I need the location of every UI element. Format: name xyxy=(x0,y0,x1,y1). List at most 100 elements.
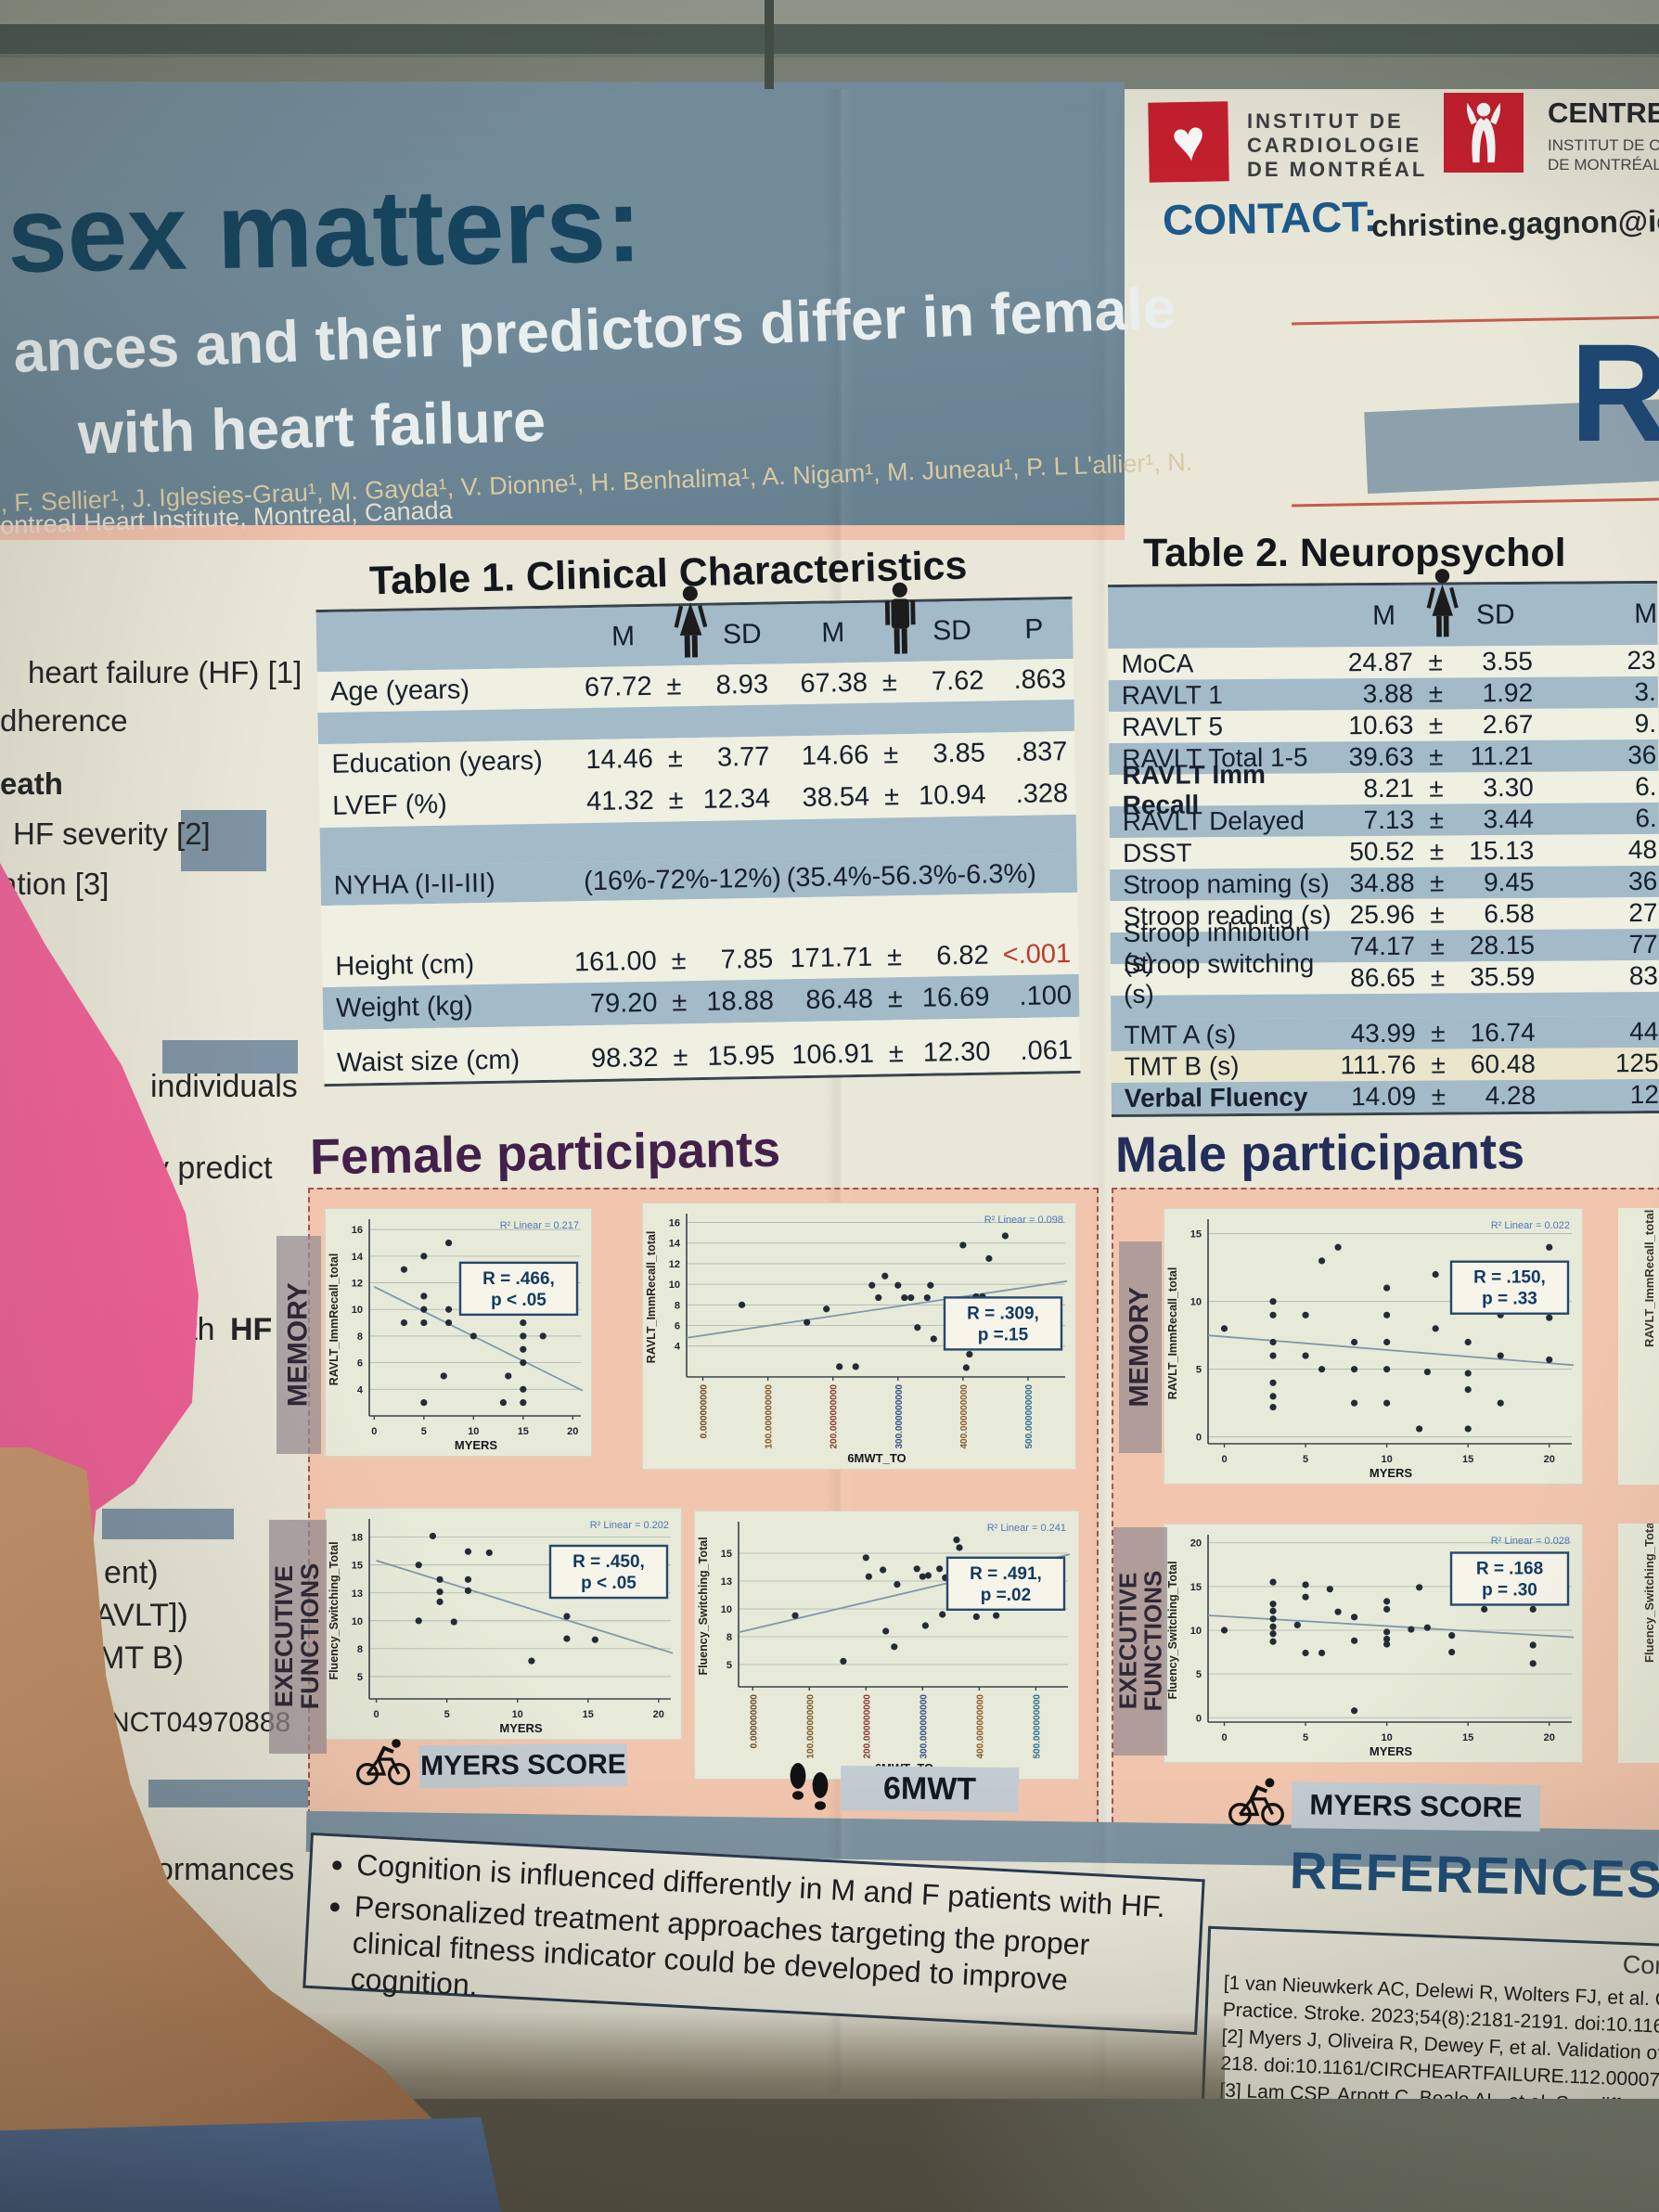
svg-text:13: 13 xyxy=(721,1576,732,1588)
svg-text:200.000000000: 200.000000000 xyxy=(862,1694,872,1759)
myers-score-caption-female: MYERS SCORE xyxy=(418,1743,628,1788)
icm-logo-text: INSTITUT DE CARDIOLOGIE DE MONTRÉAL xyxy=(1247,109,1428,181)
svg-text:15: 15 xyxy=(1462,1732,1473,1743)
svg-text:14: 14 xyxy=(669,1239,681,1250)
svg-text:5: 5 xyxy=(1196,1365,1202,1376)
svg-text:0: 0 xyxy=(1196,1713,1202,1724)
svg-text:Fluency_Switching_Total: Fluency_Switching_Total xyxy=(328,1541,341,1679)
section-bar xyxy=(162,1040,298,1074)
svg-text:p =.02: p =.02 xyxy=(981,1586,1031,1605)
svg-text:10: 10 xyxy=(468,1426,479,1437)
svg-text:6MWT_TO: 6MWT_TO xyxy=(847,1451,906,1465)
svg-text:0: 0 xyxy=(374,1709,379,1720)
svg-text:Fluency_Switching_Total: Fluency_Switching_Total xyxy=(1166,1561,1179,1699)
svg-text:0: 0 xyxy=(371,1426,377,1437)
female-section-heading: Female participants xyxy=(309,1121,781,1186)
myers-score-caption-male: MYERS SCORE xyxy=(1291,1781,1541,1832)
text-fragment: individuals xyxy=(150,1069,298,1104)
text-fragment: ent) xyxy=(104,1555,159,1590)
svg-text:R = .150,: R = .150, xyxy=(1473,1268,1546,1288)
svg-text:16: 16 xyxy=(352,1225,363,1236)
text-fragment: eath xyxy=(0,766,63,801)
table-row: RAVLT Delayed 7.13 ± 3.44 6. xyxy=(1109,802,1659,839)
male-icon xyxy=(885,582,916,654)
svg-text:R² Linear = 0.217: R² Linear = 0.217 xyxy=(500,1220,579,1231)
svg-text:20: 20 xyxy=(653,1709,664,1720)
female-icon xyxy=(674,585,708,658)
svg-text:8: 8 xyxy=(727,1632,732,1643)
svg-text:R = .309,: R = .309, xyxy=(967,1304,1039,1323)
executive-label-male: EXECUTIVE FUNCTIONS xyxy=(1113,1527,1167,1755)
svg-text:5: 5 xyxy=(421,1426,427,1437)
svg-text:R² Linear = 0.202: R² Linear = 0.202 xyxy=(590,1520,669,1531)
table-header-row: M SD M xyxy=(1108,569,1658,649)
chart-female-exec-6mwt: 5 8 10 13 15 0.000000000 100.000000000 200.0000… xyxy=(694,1511,1079,1780)
text-fragment: ation [3] xyxy=(0,867,109,901)
svg-text:5: 5 xyxy=(1196,1669,1202,1680)
svg-text:0: 0 xyxy=(1196,1433,1202,1444)
text-fragment: ormances xyxy=(156,1852,295,1887)
poster-header-band xyxy=(0,82,1125,525)
table2: M SD M MoCA 24.87 ± 3.55 23 RAVLT 1 3.88… xyxy=(1108,569,1659,1118)
svg-text:10: 10 xyxy=(1381,1732,1392,1743)
svg-text:8: 8 xyxy=(675,1300,680,1311)
svg-text:20: 20 xyxy=(1544,1732,1555,1743)
svg-text:MYERS: MYERS xyxy=(499,1721,543,1735)
svg-text:500.000000000: 500.000000000 xyxy=(1032,1694,1042,1759)
svg-text:20: 20 xyxy=(567,1426,578,1437)
svg-text:20: 20 xyxy=(1544,1454,1555,1465)
svg-text:p =.15: p =.15 xyxy=(978,1325,1029,1344)
footsteps-icon xyxy=(790,1763,829,1810)
svg-text:5: 5 xyxy=(1303,1454,1308,1465)
svg-text:6: 6 xyxy=(357,1358,363,1370)
table-row: Stroop switching (s) 86.65 ± 35.59 83 xyxy=(1110,949,1659,1009)
chart-female-exec-myers: 5 8 10 13 15 18 0 5 10 15 20 MYERS Fluency_Switching… xyxy=(325,1508,682,1740)
conflict-of-interest-partial: Conflict of inte xyxy=(1622,1949,1659,1985)
svg-text:13: 13 xyxy=(352,1588,363,1600)
svg-text:0.000000000: 0.000000000 xyxy=(700,1384,710,1439)
table1: M SD M SD P Age (years) 67.72 ± 8.93 67.… xyxy=(315,582,1081,1087)
table-row: DSST 50.52 ± 15.13 48 xyxy=(1109,833,1659,870)
table-row: RAVLT 5 10.63 ± 2.67 9. xyxy=(1108,707,1659,744)
svg-text:0: 0 xyxy=(1221,1732,1227,1743)
svg-text:16: 16 xyxy=(669,1218,680,1229)
svg-text:15: 15 xyxy=(721,1549,732,1560)
svg-text:15: 15 xyxy=(1190,1229,1202,1241)
table-row: TMT B (s) 111.76 ± 60.48 125 xyxy=(1111,1047,1659,1084)
svg-text:p = .30: p = .30 xyxy=(1482,1580,1537,1600)
svg-text:0.000000000: 0.000000000 xyxy=(749,1694,759,1749)
svg-text:5: 5 xyxy=(444,1709,450,1720)
svg-text:5: 5 xyxy=(357,1672,363,1683)
text-fragment: MT B) xyxy=(98,1640,184,1676)
table-row: RAVLT Imm Recall 8.21 ± 3.30 6. xyxy=(1109,760,1659,819)
epic-logo-subtext: INSTITUT DE CARDIOLOGIDE MONTRÉAL xyxy=(1548,136,1659,174)
section-bar xyxy=(102,1509,234,1539)
heart-logo-icon: ♥ xyxy=(1167,108,1210,175)
svg-text:RAVLT_ImmRecall_total: RAVLT_ImmRecall_total xyxy=(328,1254,341,1386)
epic-logo xyxy=(1444,93,1524,173)
header-divider-strip xyxy=(0,525,1125,540)
svg-text:300.000000000: 300.000000000 xyxy=(894,1384,905,1449)
table-row: TMT A (s) 43.99 ± 16.74 44 xyxy=(1111,1015,1659,1052)
svg-text:R = .466,: R = .466, xyxy=(482,1269,555,1289)
executive-label-female: EXECUTIVE FUNCTIONS xyxy=(269,1520,327,1754)
chart-male-memory-6mwt-partial: RAVLT_ImmRecall_total xyxy=(1618,1208,1659,1485)
svg-text:R² Linear = 0.022: R² Linear = 0.022 xyxy=(1491,1220,1570,1231)
svg-text:R = .491,: R = .491, xyxy=(970,1564,1042,1584)
svg-text:15: 15 xyxy=(518,1426,529,1437)
svg-text:10: 10 xyxy=(512,1709,523,1720)
text-fragment: HF severity [2] xyxy=(13,817,211,851)
chart-male-exec-6mwt-partial: Fluency_Switching_Total xyxy=(1618,1524,1659,1763)
icm-logo: ♥ xyxy=(1148,101,1229,183)
svg-text:10: 10 xyxy=(1190,1297,1202,1308)
svg-text:100.000000000: 100.000000000 xyxy=(765,1384,775,1449)
svg-text:500.000000000: 500.000000000 xyxy=(1024,1384,1035,1449)
text-fragment: NCT04970888 xyxy=(109,1707,291,1738)
svg-text:R² Linear = 0.098: R² Linear = 0.098 xyxy=(984,1215,1063,1226)
svg-text:15: 15 xyxy=(583,1709,594,1720)
svg-text:6: 6 xyxy=(675,1321,680,1332)
svg-text:400.000000000: 400.000000000 xyxy=(959,1384,970,1449)
cyclist-icon xyxy=(1228,1778,1284,1826)
wall-frame-bar xyxy=(0,0,1659,89)
